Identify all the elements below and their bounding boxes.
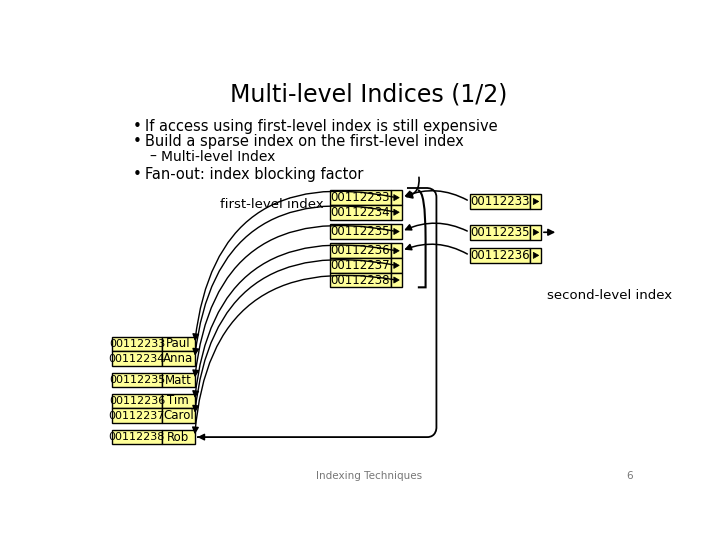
Text: 6: 6 [626,471,632,481]
Text: 00112237: 00112237 [109,410,165,421]
Text: Matt: Matt [165,374,192,387]
Text: Fan-out: index blocking factor: Fan-out: index blocking factor [145,167,364,181]
Text: 00112233: 00112233 [330,191,390,204]
Text: 00112237: 00112237 [330,259,390,272]
Text: Rob: Rob [167,430,189,443]
Text: 00112236: 00112236 [109,396,165,406]
Bar [112,430,162,444]
Bar [530,248,541,262]
Text: If access using first-level index is still expensive: If access using first-level index is sti… [145,119,498,134]
Text: •: • [132,167,142,181]
Text: 00112233: 00112233 [470,195,530,208]
Bar [391,273,402,287]
Text: •: • [132,119,142,134]
Bar [530,194,541,209]
Text: 00112238: 00112238 [109,432,165,442]
Bar [391,258,402,273]
Text: 00112234: 00112234 [330,206,390,219]
Polygon shape [394,228,399,234]
Bar [162,430,194,444]
Bar [330,244,391,258]
Bar [391,244,402,258]
Text: 00112235: 00112235 [470,226,530,239]
Bar [330,205,391,220]
Polygon shape [394,209,399,215]
Text: 00112234: 00112234 [109,354,165,363]
Bar [391,205,402,220]
Polygon shape [394,262,399,268]
Bar [391,190,402,205]
Bar [469,248,530,262]
Bar [162,408,194,423]
Polygon shape [534,229,539,235]
Text: •: • [132,134,142,149]
Text: first-level index: first-level index [220,198,324,212]
Text: second-level index: second-level index [547,289,672,302]
Text: 00112235: 00112235 [330,225,390,238]
Bar [162,373,194,387]
Polygon shape [534,252,539,259]
Text: Paul: Paul [166,338,191,350]
Text: Carol: Carol [163,409,194,422]
Text: –: – [150,150,156,164]
Bar [469,194,530,209]
Text: 00112233: 00112233 [109,339,165,349]
Polygon shape [394,277,399,283]
Bar [112,408,162,423]
Bar [112,373,162,387]
Bar [112,351,162,366]
Text: Anna: Anna [163,352,194,365]
Polygon shape [394,248,399,254]
Bar [112,336,162,351]
Bar [162,351,194,366]
Bar [330,273,391,287]
Bar [330,258,391,273]
Text: Multi-level Index: Multi-level Index [161,150,275,164]
Bar [330,224,391,239]
Bar [530,225,541,240]
Bar [162,394,194,408]
Bar [330,190,391,205]
Bar [391,224,402,239]
Text: 00112235: 00112235 [109,375,165,385]
Text: Build a sparse index on the first-level index: Build a sparse index on the first-level … [145,134,464,149]
Text: Multi-level Indices (1/2): Multi-level Indices (1/2) [230,82,508,106]
Bar [112,394,162,408]
Text: Tim: Tim [168,394,189,407]
Text: 00112236: 00112236 [470,249,530,262]
Bar [162,336,194,351]
Text: 00112236: 00112236 [330,244,390,257]
Text: Indexing Techniques: Indexing Techniques [316,471,422,481]
Polygon shape [534,198,539,205]
Bar [469,225,530,240]
Polygon shape [394,194,399,201]
Text: 00112238: 00112238 [330,274,390,287]
